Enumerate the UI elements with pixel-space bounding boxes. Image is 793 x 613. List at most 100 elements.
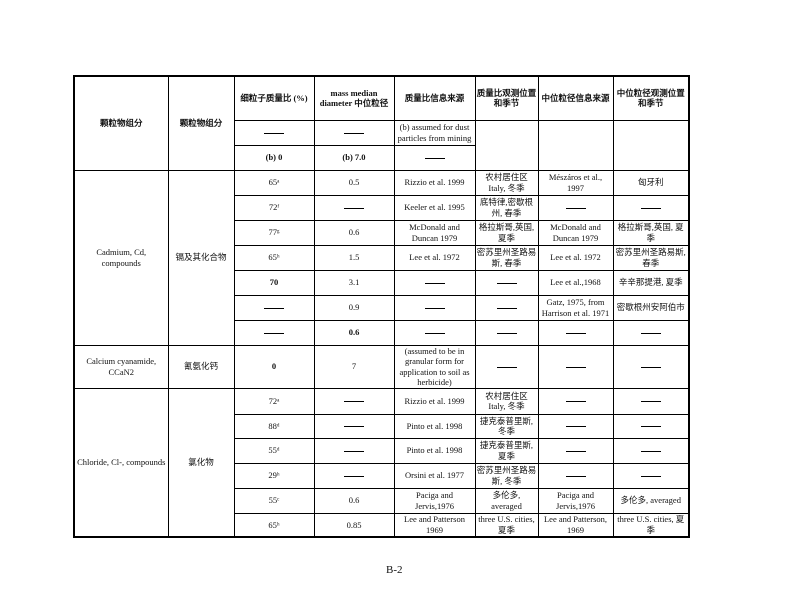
header-row: 颗粒物组分 颗粒物组分 细粒子质量比 (%) mass median diameter… — [73, 75, 690, 171]
ratio-location-cell — [474, 344, 539, 389]
table-row: 0.6 — [74, 319, 690, 346]
column-header: 颗粒物组分 — [167, 75, 235, 171]
empty-dash — [424, 332, 445, 334]
empty-dash — [344, 475, 364, 477]
ratio-source-cell: Rizzio et al. 1999 — [393, 387, 476, 415]
ratio-source-cell: Rizzio et al. 1999 — [393, 169, 476, 196]
column-header: mass median diameter 中位粒径 — [313, 75, 395, 121]
table-row: 65ʰ 0.85 Lee and Patterson 1969 three U.S. … — [74, 512, 690, 538]
empty-dash — [496, 366, 517, 368]
mmd-source-cell — [537, 387, 614, 415]
fine-ratio-cell: 72ᵃ — [233, 387, 315, 415]
empty-dash — [565, 426, 586, 428]
ratio-location-cell-text: 农村居住区 Italy, 冬季 — [485, 390, 528, 412]
column-header-text: 中位粒径信息来源 — [541, 93, 610, 103]
empty-dash — [640, 475, 661, 477]
fine-ratio-cell: 88ᵈ — [233, 413, 315, 439]
fine-ratio-cell: 65ʰ — [233, 244, 315, 271]
mmd-location-cell: 辛辛那提港, 夏季 — [612, 269, 690, 296]
component-name-zh-text: 氯化物 — [188, 457, 214, 467]
component-name-en: Cadmium, Cd, compounds — [73, 169, 169, 346]
empty-dash — [344, 132, 364, 134]
ratio-location-cell-text: 格拉斯哥,英国,夏季 — [478, 222, 535, 243]
mmd-source-cell — [537, 437, 614, 464]
mmd-source-cell — [537, 413, 614, 439]
empty-dash — [640, 450, 661, 452]
table-row: 88ᵈ Pinto et al. 1998 捷克泰普里斯, 冬季 — [74, 413, 690, 439]
mmd-cell-text: 0.6 — [348, 227, 360, 238]
ratio-location-cell: 多伦多, averaged — [474, 487, 539, 514]
mmd-location-cell: 多伦多, averaged — [612, 487, 690, 514]
mmd-cell: 3.1 — [313, 269, 395, 296]
empty-dash — [565, 332, 586, 334]
empty-dash — [640, 207, 661, 209]
empty-dash — [640, 332, 661, 334]
table-row: 29ʰ Orsini et al. 1977 密苏里州圣路易斯, 冬季 — [74, 462, 690, 489]
empty-dash — [424, 307, 445, 309]
page-number: B-2 — [386, 564, 403, 576]
ratio-source-cell-text: Paciga and Jervis,1976 — [415, 490, 454, 511]
column-header-text: 质量比观测位置和季节 — [476, 87, 537, 109]
ratio-location-cell-text: 密苏里州圣路易斯, 冬季 — [476, 465, 537, 486]
mmd-cell: 0.85 — [313, 512, 395, 538]
ratio-location-cell: 捷克泰普里斯, 夏季 — [474, 437, 539, 464]
empty-dash — [565, 366, 586, 368]
particle-composition-table: 颗粒物组分 颗粒物组分 细粒子质量比 (%) mass median diameter… — [73, 75, 690, 538]
mmd-location-cell: three U.S. cities, 夏季 — [612, 512, 690, 538]
mmd-source-cell-text: Lee and Patterson, 1969 — [543, 514, 608, 535]
ratio-location-cell-text: 密苏里州圣路易斯, 春季 — [476, 247, 537, 268]
component-name-en-text: Calcium cyanamide, CCaN2 — [86, 356, 157, 377]
ratio-source-cell: McDonald and Duncan 1979 — [393, 219, 476, 246]
column-header: 中位粒径观测位置和季节 — [612, 75, 690, 121]
mmd-cell-text: 7 — [351, 361, 357, 372]
mmd-cell — [313, 387, 395, 415]
fine-ratio-cell-text: 88ᵈ — [268, 420, 280, 431]
fine-ratio-cell: 72ᶠ — [233, 194, 315, 221]
ratio-source-cell: Lee and Patterson 1969 — [393, 512, 476, 538]
ratio-source-cell — [393, 144, 476, 171]
empty-dash — [344, 426, 364, 428]
column-header: 质量比观测位置和季节 — [474, 75, 539, 121]
mmd-location-cell — [612, 437, 690, 464]
fine-ratio-cell: (b) 0 — [233, 144, 315, 171]
mmd-cell — [313, 194, 395, 221]
empty-dash — [344, 401, 364, 403]
ratio-location-cell: 密苏里州圣路易斯, 春季 — [474, 244, 539, 271]
fine-ratio-cell-text: 55ᵈ — [268, 445, 280, 456]
ratio-location-cell: 格拉斯哥,英国,夏季 — [474, 219, 539, 246]
ratio-source-cell-text: Pinto et al. 1998 — [406, 445, 463, 456]
ratio-source-cell: (b) assumed for dust particles from mini… — [393, 119, 476, 146]
ratio-location-cell-text: 底特律,密歇根州, 春季 — [479, 197, 534, 218]
mmd-location-cell-text: 格拉斯哥,英国, 夏季 — [617, 222, 684, 243]
fine-ratio-cell-text: 72ᵃ — [268, 395, 280, 406]
mmd-cell-text: 1.5 — [348, 252, 360, 263]
component-name-zh-text: 氰氨化钙 — [183, 361, 218, 372]
component-name-zh-text: 镉及其化合物 — [175, 252, 227, 263]
mmd-cell — [313, 413, 395, 439]
table-row: 0.9 Gatz, 1975, from Harrison et al. 1971… — [74, 294, 690, 321]
empty-dash — [640, 426, 661, 428]
component-name-zh: 氯化物 — [167, 387, 235, 538]
mmd-location-cell: 格拉斯哥,英国, 夏季 — [612, 219, 690, 246]
mmd-location-cell — [612, 344, 690, 389]
mmd-location-cell: 匈牙利 — [612, 169, 690, 196]
mmd-cell: 0.6 — [313, 487, 395, 514]
mmd-source-cell — [537, 319, 614, 346]
mmd-cell — [313, 119, 395, 146]
mmd-source-cell — [537, 119, 614, 171]
mmd-cell-text: 0.6 — [348, 495, 360, 506]
ratio-source-cell-text: Pinto et al. 1998 — [406, 420, 463, 431]
component-name-en-text: Chloride, Cl-, compounds — [77, 457, 166, 467]
column-header: 细粒子质量比 (%) — [233, 75, 315, 121]
empty-dash — [496, 307, 517, 309]
fine-ratio-cell-text: 65ʰ — [268, 519, 280, 530]
mmd-source-cell: Gatz, 1975, from Harrison et al. 1971 — [537, 294, 614, 321]
mmd-location-cell: 密苏里州圣路易斯, 春季 — [612, 244, 690, 271]
table-row: (b) 0 (b) 7.0 — [74, 144, 689, 171]
column-header-text: 细粒子质量比 (%) — [240, 93, 308, 103]
fine-ratio-cell: 55ᶜ — [233, 487, 315, 514]
component-name-en-text: Cadmium, Cd, compounds — [96, 247, 147, 268]
mmd-source-cell: Mészáros et al., 1997 — [537, 169, 614, 196]
empty-dash — [424, 157, 445, 159]
mmd-cell-text: 0.9 — [348, 302, 360, 313]
